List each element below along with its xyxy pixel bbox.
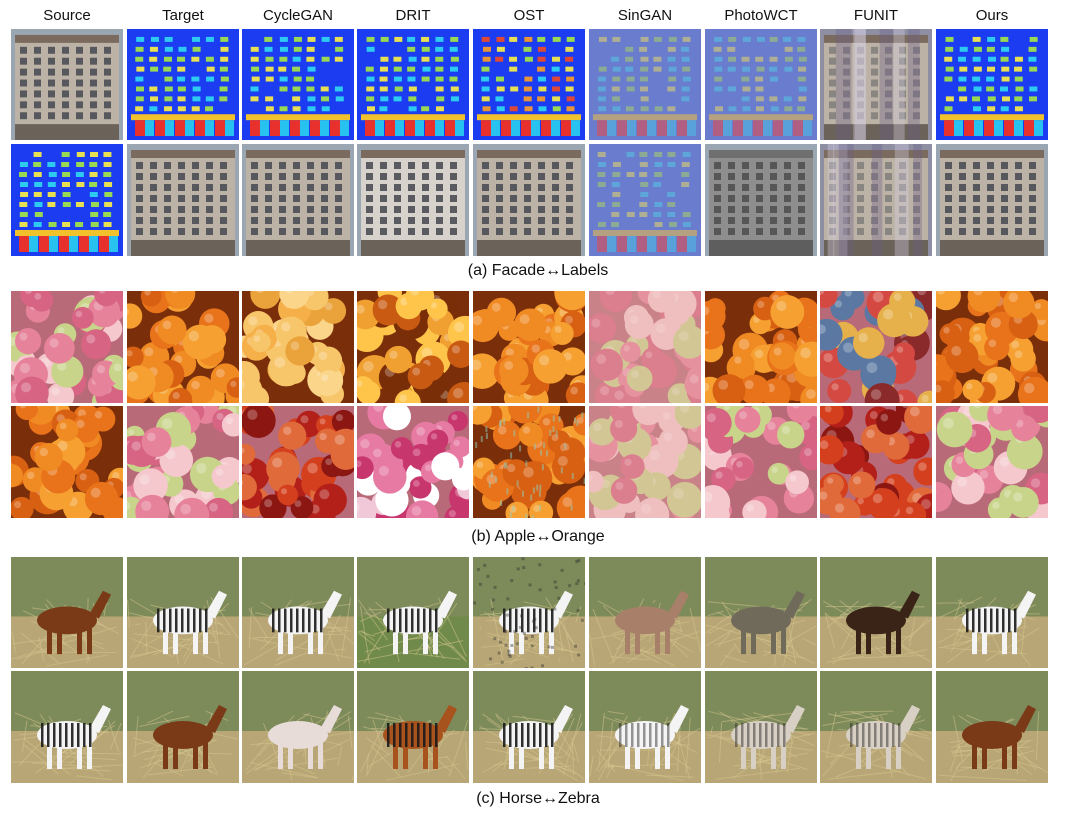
image-horse-zebra-row1-ost — [473, 557, 585, 668]
image-facade-labels-row2-ours — [936, 144, 1048, 256]
image-horse-zebra-row2-funit — [820, 671, 932, 783]
column-header-singan: SinGAN — [617, 7, 673, 24]
column-header-ours: Ours — [975, 7, 1009, 24]
image-horse-zebra-row1-cyclegan — [242, 557, 354, 668]
image-horse-zebra-row2-ost — [473, 671, 585, 783]
image-facade-labels-row1-ost — [473, 29, 585, 140]
column-header-drit: DRIT — [395, 7, 431, 24]
image-facade-labels-row1-drit — [357, 29, 469, 140]
image-horse-zebra-row1-funit — [820, 557, 932, 668]
image-facade-labels-row2-funit — [820, 144, 932, 256]
column-header-target: Target — [162, 7, 204, 24]
column-header-ost: OST — [513, 7, 545, 24]
image-horse-zebra-row1-photowct — [705, 557, 817, 668]
image-apple-orange-row1-source — [11, 291, 123, 403]
image-horse-zebra-row2-target — [127, 671, 239, 783]
image-apple-orange-row1-ours — [936, 291, 1048, 403]
image-apple-orange-row1-photowct — [705, 291, 817, 403]
image-horse-zebra-row1-target — [127, 557, 239, 668]
column-header-photowct: PhotoWCT — [724, 7, 798, 24]
caption-facade-labels: (a) Facade↔Labels — [467, 262, 609, 279]
image-horse-zebra-row2-singan — [589, 671, 701, 783]
image-horse-zebra-row2-photowct — [705, 671, 817, 783]
image-apple-orange-row2-photowct — [705, 406, 817, 518]
column-header-cyclegan: CycleGAN — [262, 7, 333, 24]
image-apple-orange-row2-source — [11, 406, 123, 518]
image-horse-zebra-row1-ours — [936, 557, 1048, 668]
image-facade-labels-row2-drit — [357, 144, 469, 256]
image-facade-labels-row1-cyclegan — [242, 29, 354, 140]
image-apple-orange-row1-singan — [589, 291, 701, 403]
image-facade-labels-row1-ours — [936, 29, 1048, 140]
column-headers: Source Target CycleGAN DRIT OST SinGAN P… — [0, 4, 1076, 28]
image-horse-zebra-row2-ours — [936, 671, 1048, 783]
column-header-source: Source — [43, 7, 91, 24]
image-apple-orange-row2-cyclegan — [242, 406, 354, 518]
image-facade-labels-row1-source — [11, 29, 123, 140]
image-apple-orange-row2-funit — [820, 406, 932, 518]
image-horse-zebra-row2-drit — [357, 671, 469, 783]
image-facade-labels-row2-target — [127, 144, 239, 256]
image-facade-labels-row2-photowct — [705, 144, 817, 256]
image-facade-labels-row1-target — [127, 29, 239, 140]
image-facade-labels-row2-ost — [473, 144, 585, 256]
image-apple-orange-row1-ost — [473, 291, 585, 403]
image-horse-zebra-row1-drit — [357, 557, 469, 668]
image-horse-zebra-row1-singan — [589, 557, 701, 668]
image-apple-orange-row2-target — [127, 406, 239, 518]
image-apple-orange-row2-drit — [357, 406, 469, 518]
image-apple-orange-row1-target — [127, 291, 239, 403]
image-apple-orange-row1-cyclegan — [242, 291, 354, 403]
image-facade-labels-row1-singan — [589, 29, 701, 140]
caption-horse-zebra: (c) Horse↔Zebra — [476, 790, 600, 807]
image-facade-labels-row1-funit — [820, 29, 932, 140]
image-facade-labels-row2-cyclegan — [242, 144, 354, 256]
image-horse-zebra-row2-source — [11, 671, 123, 783]
image-facade-labels-row2-singan — [589, 144, 701, 256]
image-facade-labels-row2-source — [11, 144, 123, 256]
image-apple-orange-row2-singan — [589, 406, 701, 518]
image-apple-orange-row1-funit — [820, 291, 932, 403]
image-horse-zebra-row1-source — [11, 557, 123, 668]
image-apple-orange-row1-drit — [357, 291, 469, 403]
caption-apple-orange: (b) Apple↔Orange — [471, 528, 605, 545]
image-apple-orange-row2-ost — [473, 406, 585, 518]
image-facade-labels-row1-photowct — [705, 29, 817, 140]
image-horse-zebra-row2-cyclegan — [242, 671, 354, 783]
image-apple-orange-row2-ours — [936, 406, 1048, 518]
column-header-funit: FUNIT — [853, 7, 899, 24]
